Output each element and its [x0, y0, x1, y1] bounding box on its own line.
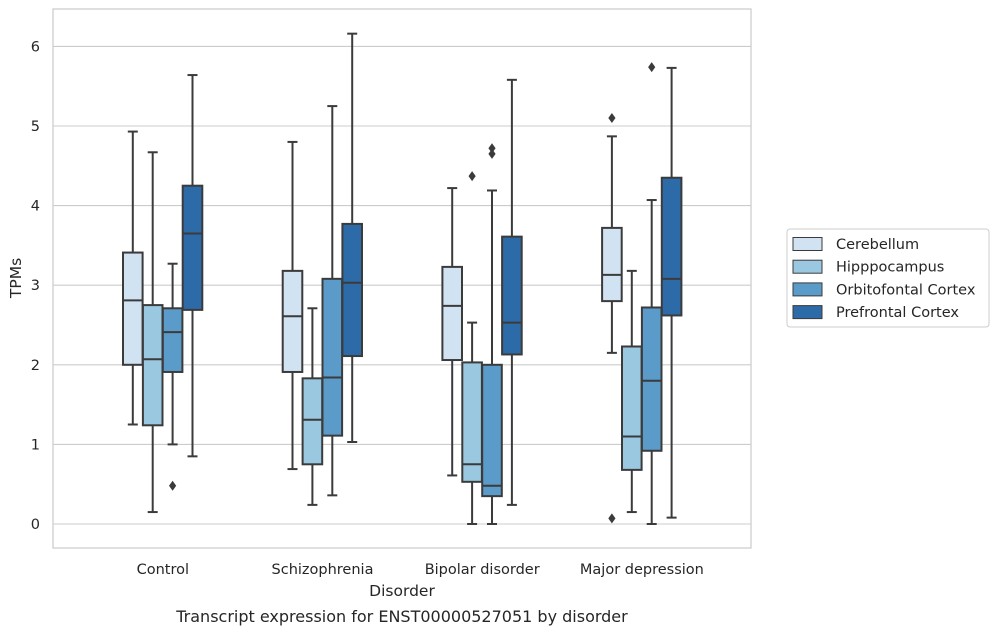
legend-label: Cerebellum — [836, 237, 919, 253]
box-body — [122, 251, 144, 366]
outlier-point — [608, 113, 616, 124]
y-axis-label: TPMs — [7, 258, 25, 299]
legend-label: Prefrontal Cortex — [836, 305, 959, 321]
box-body — [601, 226, 623, 303]
grid-layer — [53, 45, 751, 525]
box-2-0 — [161, 262, 184, 491]
box-0-3 — [601, 113, 623, 524]
y-tick-label: 5 — [31, 119, 40, 135]
x-tick-label: Major depression — [580, 562, 704, 578]
y-tick-label: 2 — [31, 358, 40, 374]
box-body — [281, 269, 304, 373]
legend-swatch — [792, 305, 823, 320]
x-tick-labels: Control Schizophrenia Bipolar disorder Majo… — [137, 562, 704, 578]
box-2-2 — [481, 143, 503, 525]
box-3-3 — [660, 66, 683, 519]
y-tick-label: 3 — [31, 278, 40, 294]
box-1-1 — [301, 307, 324, 506]
legend-swatch — [792, 282, 823, 297]
box-body — [181, 184, 204, 311]
box-body — [161, 307, 184, 373]
outlier-point — [608, 513, 616, 524]
box-0-1 — [281, 140, 304, 471]
box-1-0 — [141, 151, 164, 514]
y-tick-label: 4 — [31, 199, 40, 215]
box-body — [301, 377, 324, 466]
box-body — [141, 304, 164, 427]
box-body — [640, 306, 663, 452]
legend-items: Cerebellum Hipppocampus Orbitofontal Corte… — [792, 237, 976, 321]
legend-label: Orbitofontal Cortex — [836, 282, 976, 298]
outlier-point — [488, 143, 496, 154]
x-tick-label: Bipolar disorder — [425, 562, 540, 578]
box-3-1 — [341, 32, 363, 444]
box-body — [660, 176, 683, 317]
legend-label: Hipppocampus — [836, 260, 944, 276]
x-axis-label: Disorder — [369, 582, 435, 600]
legend-swatch — [792, 259, 823, 274]
box-2-3 — [640, 62, 663, 525]
outlier-point — [468, 171, 476, 182]
y-tick-label: 1 — [31, 437, 40, 453]
x-tick-label: Schizophrenia — [272, 562, 374, 578]
box-0-2 — [441, 187, 463, 477]
box-body — [441, 265, 463, 362]
box-body — [321, 277, 344, 437]
y-tick-label: 6 — [31, 39, 40, 55]
legend: Cerebellum Hipppocampus Orbitofontal Corte… — [786, 228, 990, 328]
outlier-point — [488, 148, 496, 159]
plot-frame — [52, 8, 752, 549]
box-body — [501, 235, 523, 356]
chart-title: Transcript expression for ENST0000052705… — [175, 607, 628, 626]
x-tick-label: Control — [137, 562, 189, 578]
legend-frame — [786, 228, 990, 328]
boxes-layer — [122, 32, 683, 525]
outlier-point — [169, 480, 177, 491]
outlier-point — [648, 62, 656, 73]
legend-swatch — [792, 237, 823, 251]
box-3-0 — [181, 74, 204, 458]
y-tick-labels: 0 1 2 3 4 5 6 — [31, 39, 40, 533]
box-body — [341, 222, 363, 358]
box-2-1 — [321, 105, 344, 497]
box-body — [481, 363, 503, 498]
box-0-0 — [122, 130, 144, 426]
box-3-2 — [501, 78, 523, 506]
box-1-3 — [621, 269, 643, 514]
box-body — [621, 345, 643, 471]
y-tick-label: 0 — [31, 517, 40, 533]
box-1-2 — [461, 171, 483, 525]
